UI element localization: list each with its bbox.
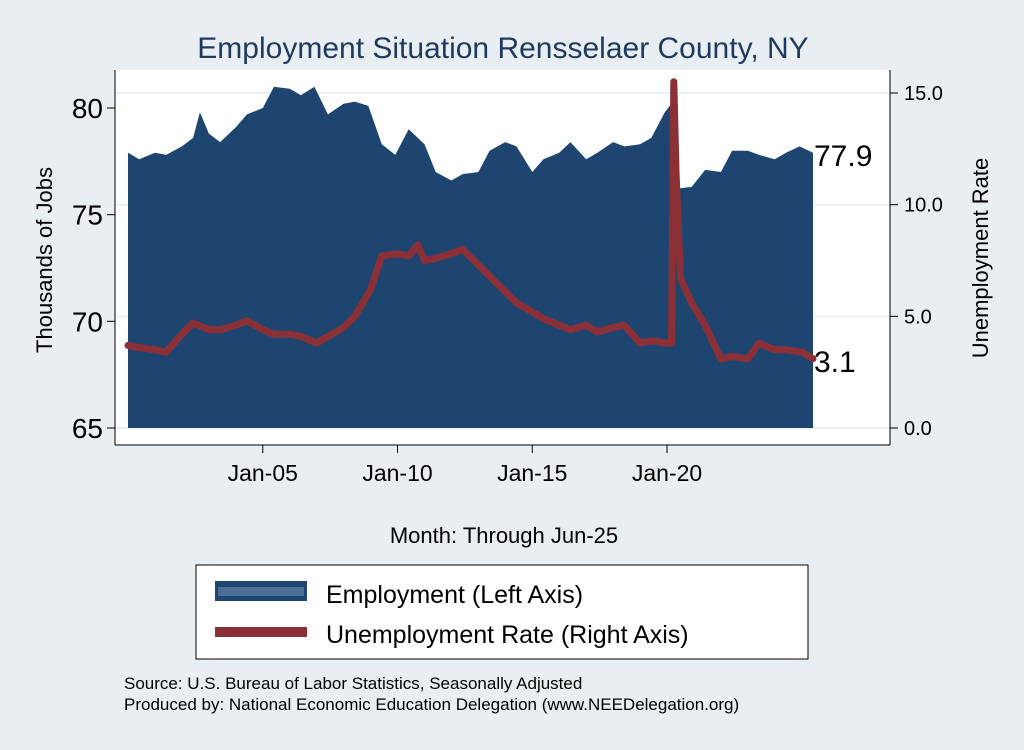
- left-tick-label: 75: [72, 200, 103, 231]
- right-tick-label: 0.0: [904, 418, 932, 440]
- unemployment-line: [124, 78, 817, 363]
- x-tick-label: Jan-20: [632, 460, 702, 486]
- legend-box: [195, 564, 809, 660]
- unemployment-line-layer: [124, 78, 817, 363]
- tick-labels: 65 70 75 80 0.0 5.0 10.0 15.0 Jan-05 Jan-10 Jan-15…: [72, 83, 943, 486]
- legend-employment-swatch-highlight: [218, 587, 304, 596]
- legend-unemployment-label: Unemployment Rate (Right Axis): [326, 621, 689, 649]
- right-tick-label: 15.0: [904, 83, 943, 105]
- legend-unemployment-swatch: [215, 627, 307, 637]
- chart-title: Employment Situation Rensselaer County, …: [197, 32, 808, 65]
- legend-employment-label: Employment (Left Axis): [326, 581, 583, 609]
- right-tick-label: 5.0: [904, 306, 932, 328]
- axes: [107, 70, 898, 453]
- left-tick-label: 65: [72, 413, 103, 444]
- right-axis-title: Unemployment Rate: [968, 158, 993, 359]
- legend: Employment (Left Axis) Unemployment Rate…: [195, 564, 809, 660]
- produced-by-note: Produced by: National Economic Education…: [124, 695, 739, 714]
- x-tick-label: Jan-10: [362, 460, 432, 486]
- source-note: Source: U.S. Bureau of Labor Statistics,…: [124, 674, 582, 693]
- unemployment-end-label: 3.1: [814, 346, 856, 379]
- x-tick-label: Jan-15: [497, 460, 567, 486]
- left-axis-title: Thousands of Jobs: [32, 167, 57, 353]
- employment-end-label: 77.9: [814, 140, 872, 173]
- x-tick-label: Jan-05: [228, 460, 298, 486]
- right-tick-label: 10.0: [904, 195, 943, 217]
- x-axis-title: Month: Through Jun-25: [390, 523, 618, 548]
- left-tick-label: 80: [72, 93, 103, 124]
- left-tick-label: 70: [72, 306, 103, 337]
